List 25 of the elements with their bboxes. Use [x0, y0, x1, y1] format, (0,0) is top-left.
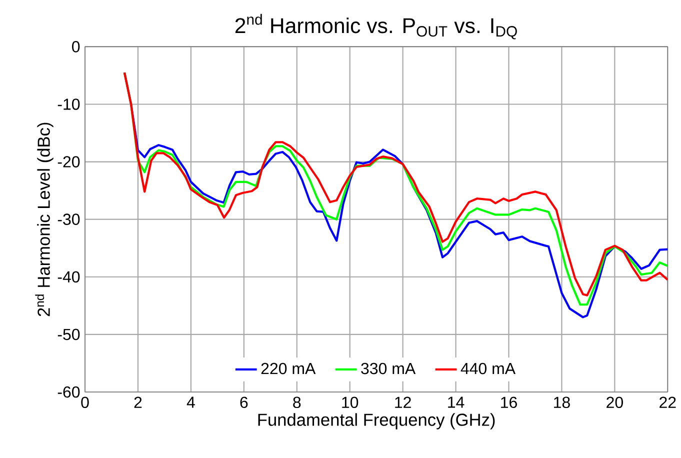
x-tick-label: 8	[293, 396, 301, 408]
legend-label: 220 mA	[261, 362, 316, 374]
x-tick-label: 22	[660, 396, 676, 408]
x-axis-title: Fundamental Frequency (GHz)	[258, 413, 495, 430]
x-tick-label: 14	[448, 396, 464, 408]
legend-label: 440 mA	[460, 362, 516, 374]
y-tick-label: -20	[58, 156, 80, 168]
y-tick-label: -60	[58, 386, 80, 398]
x-tick-label: 2	[134, 396, 142, 408]
chart-title: 2$^{nd}$ Harmonic vs. P$_{OUT}$ vs. I$_{DQ}$	[235, 14, 517, 40]
y-axis-title: 2$^{nd}$ Harmonic Level (dBc)	[35, 122, 54, 316]
y-tick-label: -30	[58, 214, 80, 225]
y-tick-label: -40	[58, 271, 80, 283]
x-tick-label: 4	[186, 396, 195, 408]
x-tick-label: 0	[81, 396, 89, 408]
x-tick-label: 20	[606, 396, 623, 408]
y-tick-label: 0	[72, 41, 80, 52]
x-tick-label: 16	[501, 396, 517, 408]
x-tick-label: 12	[395, 396, 411, 408]
x-tick-label: 10	[342, 396, 358, 408]
x-tick-label: 6	[240, 396, 248, 408]
y-tick-label: -10	[58, 98, 80, 110]
legend-label: 330 mA	[361, 362, 416, 374]
y-tick-label: -50	[58, 328, 80, 340]
x-tick-label: 18	[554, 396, 570, 408]
